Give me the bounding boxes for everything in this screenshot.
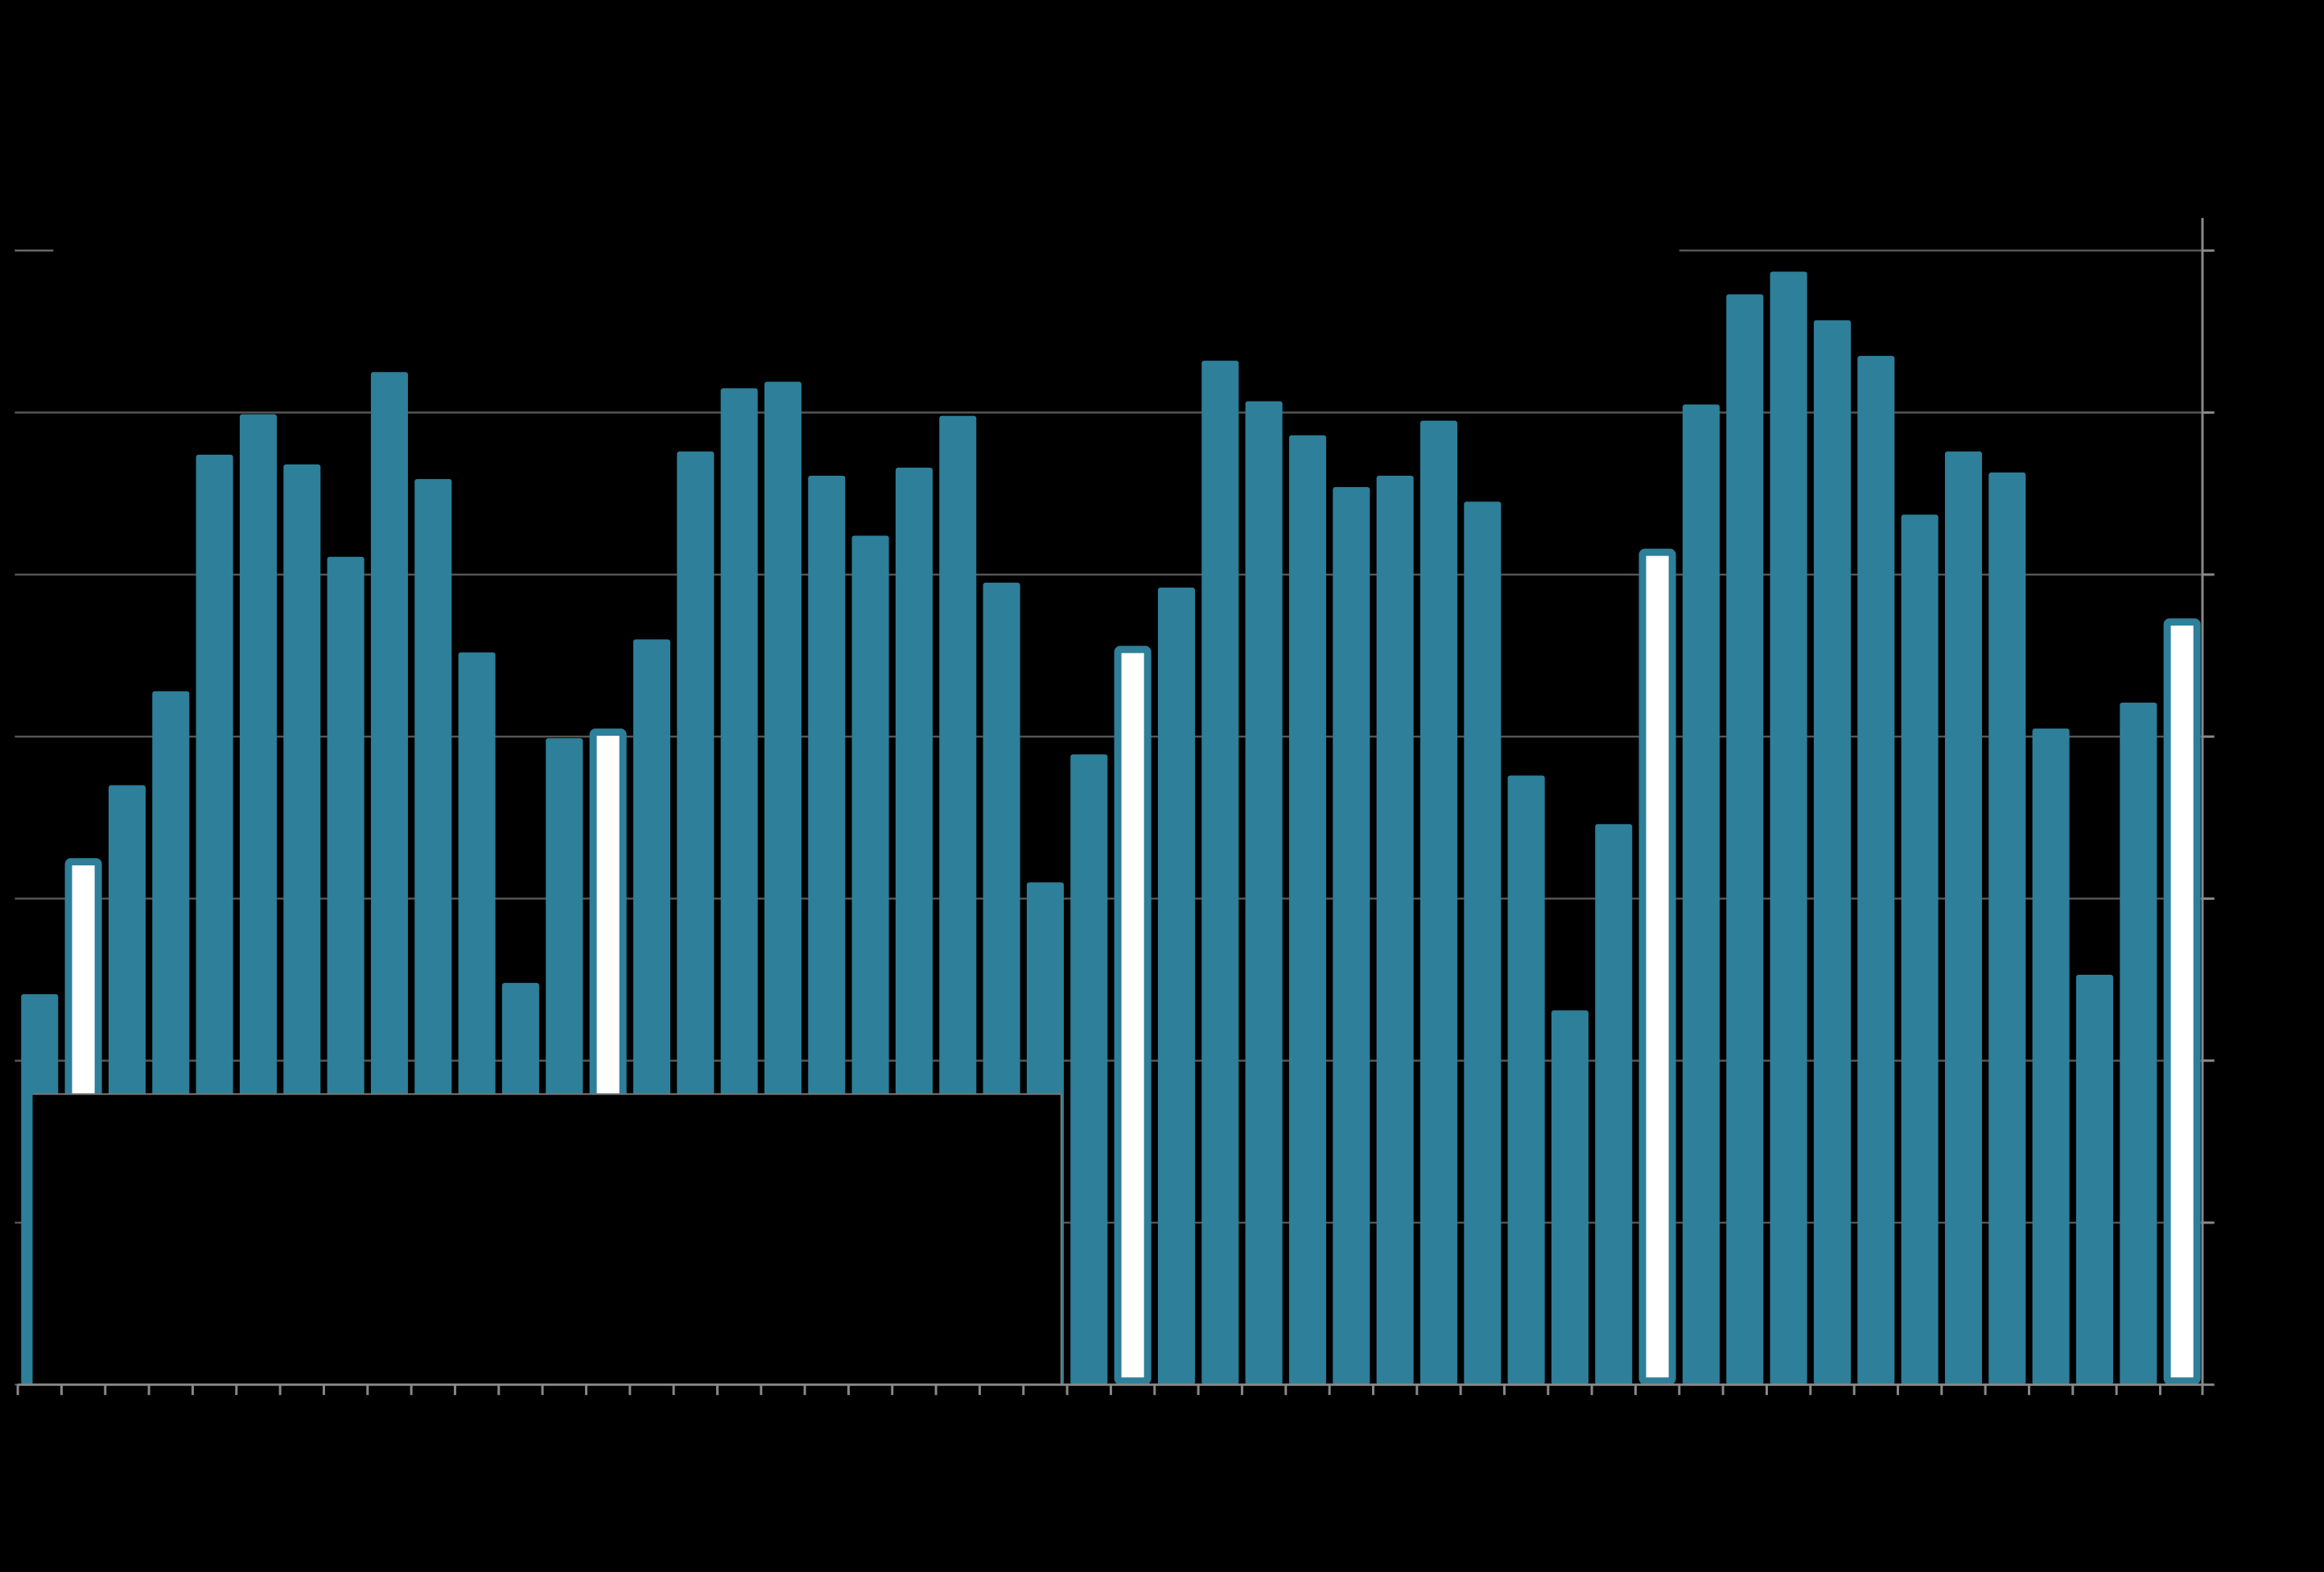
bar [1288,435,1326,1385]
bar [1595,823,1633,1385]
bar [2075,975,2113,1385]
bar [2032,728,2070,1385]
bar [1464,501,1502,1385]
bar-highlight [1638,548,1676,1385]
bar [1507,775,1545,1385]
bar [1770,271,1807,1385]
bar [1726,294,1764,1385]
bar [1245,401,1283,1385]
bar [1988,472,2026,1385]
bar [1682,404,1720,1385]
bar [1376,476,1414,1385]
bar [1944,451,1982,1385]
legend-box [32,1094,1061,1385]
bar [1551,1010,1588,1385]
bar [1157,587,1195,1385]
bar-highlight [1114,646,1152,1385]
bar [1813,320,1851,1385]
bar [1333,487,1370,1385]
bar [1070,754,1108,1385]
bar [1420,420,1457,1385]
bar [1901,514,1939,1385]
bar [1201,361,1239,1385]
bar-highlight [2163,618,2201,1385]
bar [1857,356,1895,1385]
bar [2120,702,2157,1385]
title-area [53,222,1679,274]
